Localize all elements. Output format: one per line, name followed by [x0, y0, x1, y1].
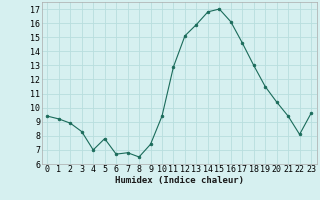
X-axis label: Humidex (Indice chaleur): Humidex (Indice chaleur) — [115, 176, 244, 185]
